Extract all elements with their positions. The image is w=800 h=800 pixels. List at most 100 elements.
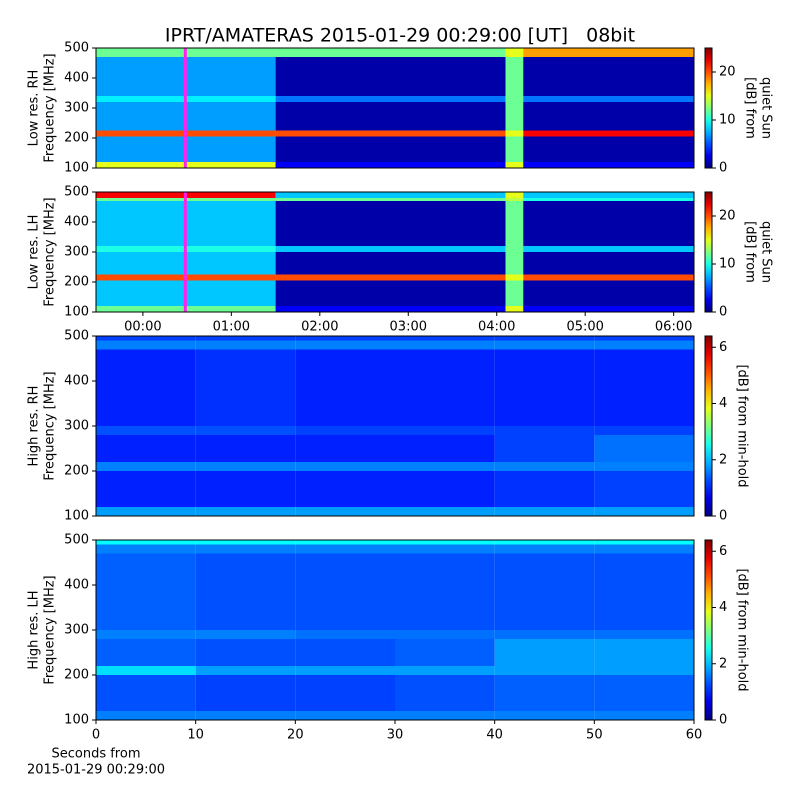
heat-cell	[594, 349, 694, 426]
heat-cell	[505, 246, 524, 252]
heat-cell	[594, 507, 694, 516]
colorbar-tick-label: 6	[719, 340, 727, 355]
x-tick-label: 03:00	[390, 320, 427, 335]
heat-cell	[494, 711, 595, 720]
heat-cell	[494, 340, 595, 350]
colorbar-tick-label: 20	[719, 65, 736, 80]
heat-cell	[395, 462, 495, 471]
heat-cell	[395, 540, 495, 545]
x-tick-label: 02:00	[301, 320, 338, 335]
y-axis-label: High res. LH	[27, 590, 42, 669]
y-axis-label: Frequency [MHz]	[43, 575, 58, 684]
colorbar-label: quiet Sun	[759, 221, 774, 283]
y-tick-label: 400	[64, 578, 89, 593]
heat-cell	[395, 426, 495, 435]
heat-cell	[295, 675, 395, 711]
heat-cell	[295, 340, 395, 350]
heat-cell	[96, 630, 196, 639]
heat-cell	[494, 675, 595, 711]
x-tick-label: 01:00	[213, 320, 250, 335]
heat-cell	[395, 340, 495, 350]
colorbar-label: quiet Sun	[759, 77, 774, 139]
heat-cell	[275, 130, 506, 137]
heat-cell	[195, 630, 296, 639]
heat-cell	[594, 462, 694, 471]
x-tick-label: 06:00	[655, 320, 692, 335]
heat-cell	[395, 336, 495, 341]
heat-cell	[195, 462, 296, 471]
x-axis-label: Seconds from	[51, 747, 140, 762]
y-tick-label: 500	[64, 41, 89, 56]
y-axis-label: Frequency [MHz]	[43, 53, 58, 162]
heat-cell	[594, 666, 694, 675]
heat-cell	[494, 336, 595, 341]
heat-cell	[195, 540, 296, 545]
heat-cell	[96, 540, 196, 545]
y-tick-label: 100	[64, 509, 89, 524]
heat-cell	[523, 136, 694, 162]
heat-cell	[295, 639, 395, 666]
colorbar-tick-label: 0	[719, 161, 727, 176]
heat-cell	[96, 639, 196, 666]
heat-cell	[275, 201, 506, 246]
heat-cell	[275, 162, 506, 168]
heat-cell	[96, 507, 196, 516]
heat-cell	[275, 192, 506, 198]
y-tick-label: 400	[64, 374, 89, 389]
x-tick-label: 20	[287, 728, 304, 743]
heat-cell	[395, 675, 495, 711]
colorbar-tick-label: 10	[719, 257, 736, 272]
heat-cell	[494, 426, 595, 435]
heat-cell	[494, 435, 595, 462]
y-axis-label: High res. RH	[27, 386, 42, 467]
heat-cell	[594, 340, 694, 350]
heat-cell	[523, 96, 694, 102]
y-axis-label: Low res. RH	[27, 70, 42, 147]
heat-cell	[505, 201, 524, 246]
colorbar-tick-label: 2	[719, 452, 727, 467]
heat-cell	[594, 630, 694, 639]
colorbar-tick-label: 20	[719, 209, 736, 224]
heat-cell	[523, 192, 694, 198]
heat-cell	[395, 630, 495, 639]
heat-cell	[275, 57, 506, 96]
figure-title: IPRT/AMATERAS 2015-01-29 00:29:00 [UT] 0…	[165, 25, 635, 47]
heat-cell	[523, 274, 694, 281]
heat-cell	[195, 471, 296, 507]
x-tick-label: 40	[486, 728, 503, 743]
heat-cell	[96, 471, 196, 507]
heat-cell	[96, 336, 196, 341]
heat-cell	[275, 198, 506, 201]
heat-cell	[523, 130, 694, 137]
heat-cell	[594, 675, 694, 711]
x-axis-label: 2015-01-29 00:29:00	[27, 763, 165, 778]
y-axis-label: Frequency [MHz]	[43, 371, 58, 480]
y-axis-label: Low res. LH	[27, 215, 42, 290]
x-tick-label: 30	[387, 728, 404, 743]
x-tick-label: 05:00	[566, 320, 603, 335]
heat-cell	[594, 336, 694, 341]
heat-cell	[395, 666, 495, 675]
heat-cell	[523, 252, 694, 275]
heat-cell	[195, 544, 296, 554]
heat-cell	[275, 280, 506, 306]
heat-cell	[275, 96, 506, 102]
y-tick-label: 500	[64, 329, 89, 344]
heat-cell	[195, 340, 296, 350]
heat-cell	[594, 553, 694, 630]
heat-cell	[275, 252, 506, 275]
heat-cell	[195, 507, 296, 516]
heat-cell	[494, 630, 595, 639]
heat-cell	[195, 426, 296, 435]
y-axis-label: Frequency [MHz]	[43, 197, 58, 306]
heat-cell	[594, 426, 694, 435]
y-tick-label: 200	[64, 131, 89, 146]
heat-cell	[395, 639, 495, 666]
y-tick-label: 300	[64, 623, 89, 638]
colorbar	[704, 539, 713, 721]
heat-cell	[195, 666, 296, 675]
heat-cell	[275, 274, 506, 281]
heat-cell	[96, 666, 196, 675]
heat-cell	[295, 349, 395, 426]
colorbar-tick-label: 10	[719, 113, 736, 128]
